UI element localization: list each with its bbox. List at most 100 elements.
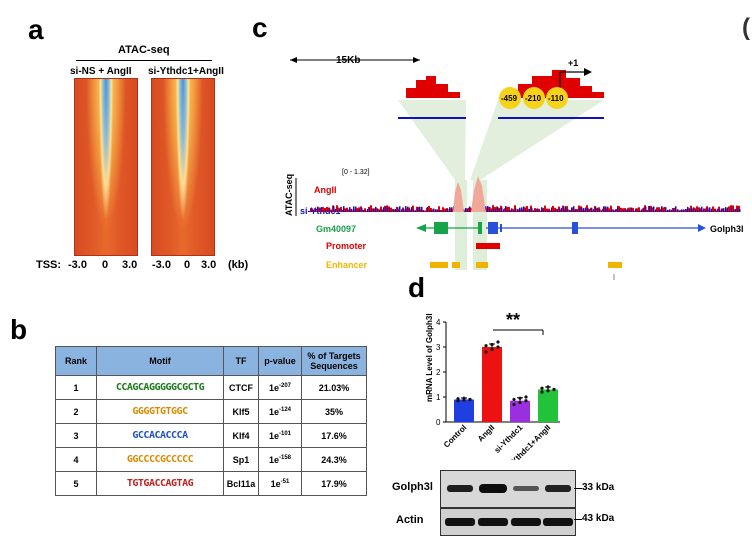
row-pvalue: 1e-101 <box>258 423 302 448</box>
coverage-bar-si <box>541 207 543 212</box>
coverage-bar-angii <box>326 206 328 212</box>
coverage-bar-si <box>561 207 563 212</box>
coverage-bar-si <box>703 208 705 212</box>
row-pct: 21.03% <box>301 375 367 400</box>
coverage-bar-si <box>403 208 405 212</box>
data-point <box>518 400 522 405</box>
coverage-bar-si <box>503 209 505 212</box>
motif-logo: GCCACACCCA <box>96 423 224 448</box>
coverage-bar-si <box>687 206 689 212</box>
tick-a1-left: -3.0 <box>68 259 87 271</box>
panel-d-label: d <box>408 272 426 303</box>
row-pct: 17.9% <box>301 471 367 496</box>
row-tf: Sp1 <box>223 447 259 472</box>
zoom-peak-left-red <box>398 76 466 98</box>
tick-a2-mid: 0 <box>184 259 191 271</box>
coverage-bar-si <box>333 206 335 212</box>
coverage-bar-si <box>583 208 585 212</box>
coverage-bar-si <box>369 207 371 212</box>
coverage-bar-si <box>619 207 621 212</box>
coverage-bar-si <box>555 209 557 212</box>
row-tf: Klf4 <box>223 423 259 448</box>
coverage-bar-si <box>353 206 355 212</box>
data-point <box>546 385 550 389</box>
coverage-bar-si <box>603 206 605 212</box>
coverage-bar-si <box>571 207 573 212</box>
table-header-row: Rank Motif TF p-value % of Targets Seque… <box>55 346 367 376</box>
coverage-bar-angii <box>728 206 730 212</box>
coverage-bar-angii <box>718 206 720 212</box>
coverage-bar-angii <box>506 207 508 212</box>
coverage-bar-si <box>637 210 639 212</box>
motif-logo: CCAGCAGGGGGCGCTG <box>96 375 224 400</box>
coverage-bar-angii <box>732 205 734 212</box>
coverage-bar-si <box>563 206 565 212</box>
coverage-bar-si <box>535 209 537 212</box>
coverage-bar-si <box>655 209 657 212</box>
coverage-bar-si <box>383 207 385 212</box>
row-rank: 5 <box>55 471 97 496</box>
coverage-bar-si <box>575 209 577 212</box>
heatmap-col1-label: si-NS + AngII <box>70 66 132 77</box>
coverage-bar-angii <box>662 207 664 212</box>
coverage-bar-si <box>407 206 409 212</box>
coverage-bar-si <box>657 210 659 212</box>
coverage-bar-si <box>725 207 727 212</box>
peak-label-210: -210 <box>525 94 542 103</box>
data-point <box>490 342 494 347</box>
row-pct: 24.3% <box>301 447 367 472</box>
coverage-bar-si <box>557 209 559 212</box>
coverage-bar-si <box>635 208 637 212</box>
coverage-bar-si <box>631 207 633 212</box>
coverage-bar-si <box>727 207 729 212</box>
coverage-bar-angii <box>364 208 366 212</box>
coverage-bar-si <box>573 206 575 212</box>
coverage-bar-si <box>609 210 611 212</box>
tss-arrow-icon <box>559 68 592 88</box>
coverage-bar-si <box>695 209 697 212</box>
row-rank: 3 <box>55 423 97 448</box>
coverage-bar-si <box>401 209 403 212</box>
coverage-bar-si <box>521 207 523 212</box>
coverage-bar-si <box>367 208 369 212</box>
coverage-bar-si <box>641 209 643 212</box>
track-peak-left <box>453 182 464 212</box>
coverage-bar-si <box>733 209 735 212</box>
coverage-bar-si <box>717 208 719 212</box>
row-pvalue: 1e-124 <box>258 399 302 424</box>
coverage-bar-si <box>701 206 703 212</box>
coverage-bar-si <box>447 208 449 212</box>
data-point <box>512 402 516 407</box>
coverage-bar-si <box>517 209 519 212</box>
table-row: 1 CCAGCAGGGGGCGCTG CTCF 1e-207 21.03% <box>55 375 367 400</box>
coverage-bar-si <box>395 209 397 212</box>
coverage-bar-si <box>355 206 357 212</box>
coverage-bar-si <box>659 209 661 212</box>
row-pvalue: 1e-51 <box>258 471 302 496</box>
coverage-bar-si <box>545 210 547 212</box>
coverage-bar-si <box>697 209 699 212</box>
header-tf: TF <box>223 346 259 376</box>
coverage-bar-si <box>633 210 635 212</box>
header-rank: Rank <box>55 346 97 376</box>
coverage-bar-angii <box>430 208 432 212</box>
coverage-bar-si <box>683 209 685 212</box>
coverage-bar-si <box>653 206 655 212</box>
row-tf: Bcl11a <box>223 471 259 496</box>
coverage-bar-si <box>341 209 343 212</box>
coverage-bar-si <box>415 210 417 212</box>
coverage-bar-si <box>381 210 383 212</box>
coverage-bar-si <box>507 210 509 212</box>
coverage-bar-si <box>377 208 379 212</box>
coverage-bar-si <box>639 210 641 212</box>
coverage-bar-si <box>427 206 429 212</box>
bar-chart: mRNA Level of Golph3l 0 1 2 3 4 ** Control An… <box>425 310 560 460</box>
tick-a2-right: 3.0 <box>201 259 217 271</box>
coverage-bar-si <box>723 208 725 212</box>
data-point <box>496 345 500 349</box>
coverage-bar-si <box>661 206 663 212</box>
coverage-bar-si <box>599 209 601 212</box>
coverage-bar-si <box>429 210 431 212</box>
coverage-bar-si <box>585 207 587 212</box>
tick-a1-right: 3.0 <box>122 259 138 271</box>
